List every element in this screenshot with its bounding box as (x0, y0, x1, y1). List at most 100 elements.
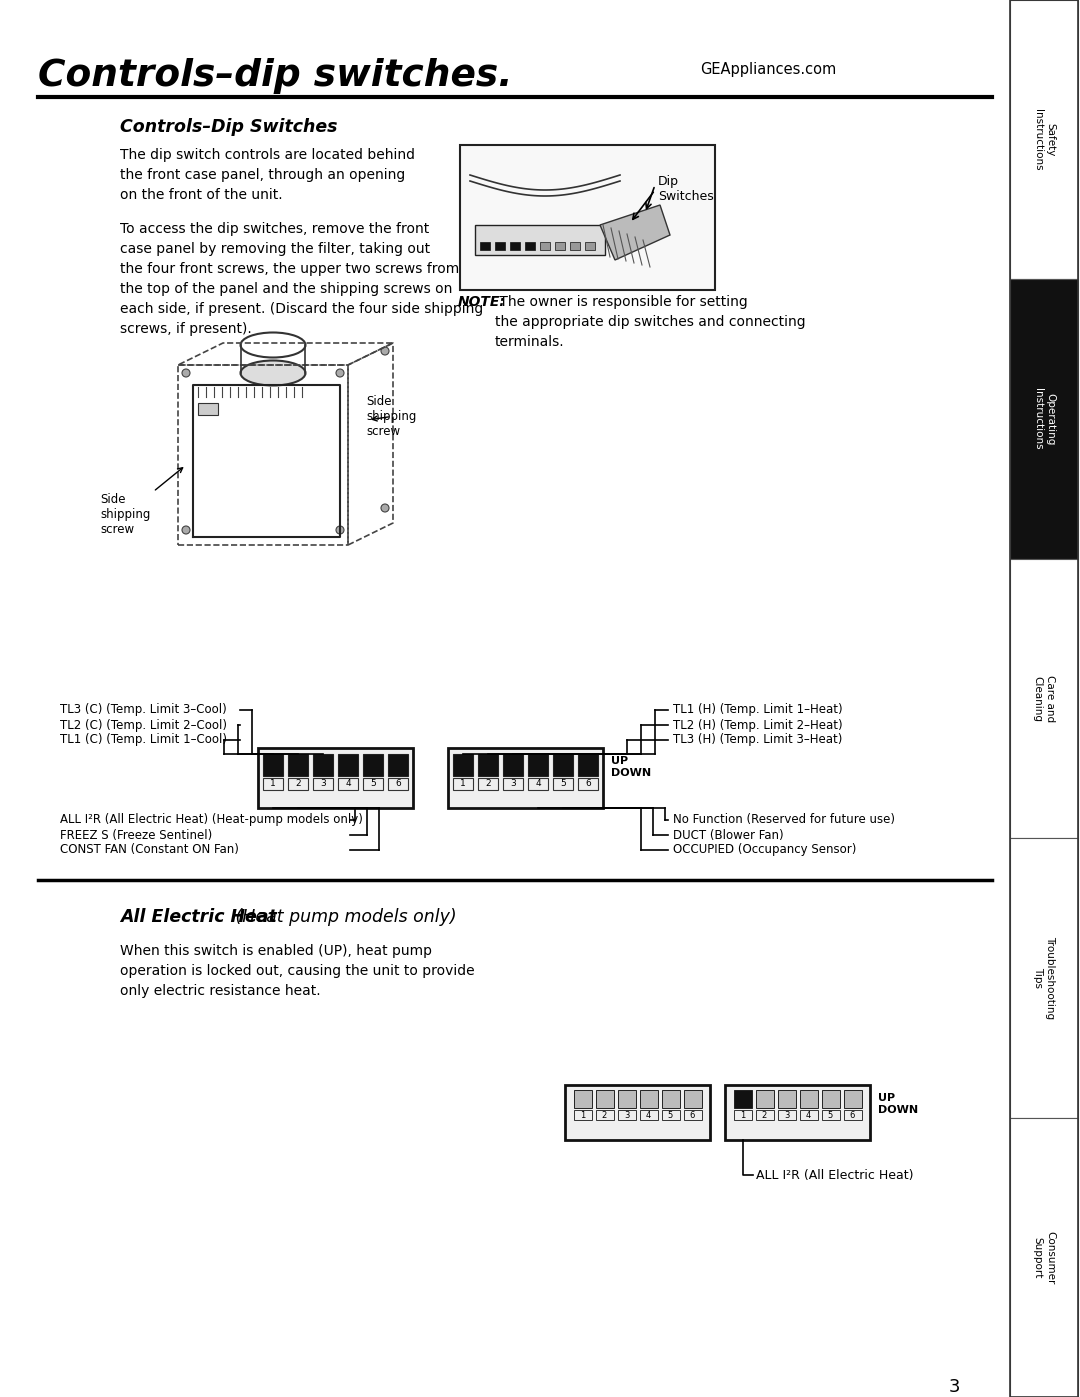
Text: TL2 (H) (Temp. Limit 2–Heat): TL2 (H) (Temp. Limit 2–Heat) (673, 718, 842, 732)
Text: 2: 2 (602, 1111, 607, 1119)
Bar (565, 1085, 710, 1140)
Bar (756, 1090, 773, 1108)
Bar (843, 1111, 862, 1120)
Text: CONST FAN (Constant ON Fan): CONST FAN (Constant ON Fan) (60, 844, 239, 856)
Bar (264, 754, 283, 775)
Text: To access the dip switches, remove the front
case panel by removing the filter, : To access the dip switches, remove the f… (120, 222, 483, 337)
Bar (661, 1111, 679, 1120)
Text: The owner is responsible for setting
the appropriate dip switches and connecting: The owner is responsible for setting the… (495, 295, 806, 349)
Text: 2: 2 (761, 1111, 767, 1119)
Text: DOWN: DOWN (611, 768, 651, 778)
Text: ALL I²R (All Electric Heat): ALL I²R (All Electric Heat) (756, 1168, 914, 1182)
Text: 3: 3 (624, 1111, 630, 1119)
Text: TL3 (C) (Temp. Limit 3–Cool): TL3 (C) (Temp. Limit 3–Cool) (60, 704, 227, 717)
Text: 3: 3 (320, 780, 326, 788)
Circle shape (381, 346, 389, 355)
Text: 4: 4 (536, 780, 541, 788)
Text: 1: 1 (270, 780, 275, 788)
Bar (733, 1111, 752, 1120)
Bar (799, 1090, 818, 1108)
Circle shape (381, 504, 389, 511)
Bar (525, 242, 535, 250)
Text: Side
shipping
screw: Side shipping screw (100, 468, 183, 536)
Text: Consumer
Support: Consumer Support (1032, 1231, 1055, 1284)
Text: No Function (Reserved for future use): No Function (Reserved for future use) (673, 813, 895, 827)
Text: ALL I²R (All Electric Heat) (Heat-pump models only): ALL I²R (All Electric Heat) (Heat-pump m… (60, 813, 363, 827)
Bar (595, 1090, 613, 1108)
Text: NOTE:: NOTE: (458, 295, 505, 309)
Text: Controls–Dip Switches: Controls–Dip Switches (120, 117, 337, 136)
Circle shape (336, 369, 345, 377)
Bar (639, 1111, 658, 1120)
Text: Troubleshooting
Tips: Troubleshooting Tips (1032, 936, 1055, 1020)
Bar (778, 1111, 796, 1120)
Bar (570, 242, 580, 250)
Text: 1: 1 (460, 780, 465, 788)
Bar (1010, 279, 1078, 559)
Bar (288, 754, 308, 775)
Polygon shape (600, 205, 670, 260)
Bar (388, 754, 408, 775)
Bar (453, 778, 473, 789)
Text: Side
shipping
screw: Side shipping screw (366, 395, 417, 439)
Bar (684, 1111, 702, 1120)
Bar (843, 1090, 862, 1108)
Bar (595, 1111, 613, 1120)
Bar (1010, 1118, 1078, 1397)
Circle shape (183, 369, 190, 377)
Text: 6: 6 (585, 780, 591, 788)
Bar (555, 242, 565, 250)
Text: 3: 3 (510, 780, 516, 788)
Text: 5: 5 (370, 780, 376, 788)
Text: DUCT (Blower Fan): DUCT (Blower Fan) (673, 828, 784, 841)
Bar (778, 1090, 796, 1108)
Text: 6: 6 (850, 1111, 855, 1119)
Bar (684, 1090, 702, 1108)
Text: FREEZ S (Freeze Sentinel): FREEZ S (Freeze Sentinel) (60, 828, 213, 841)
Bar (388, 778, 408, 789)
Text: 1: 1 (740, 1111, 745, 1119)
Bar (756, 1111, 773, 1120)
Bar (1010, 0, 1078, 279)
Bar (480, 242, 490, 250)
Bar (639, 1090, 658, 1108)
Text: 4: 4 (806, 1111, 811, 1119)
Text: 5: 5 (828, 1111, 833, 1119)
Text: Dip
Switches: Dip Switches (658, 175, 714, 203)
Bar (528, 778, 548, 789)
Bar (725, 1085, 870, 1140)
Bar (1010, 838, 1078, 1118)
Text: TL1 (H) (Temp. Limit 1–Heat): TL1 (H) (Temp. Limit 1–Heat) (673, 704, 842, 717)
Bar (822, 1090, 839, 1108)
Text: All Electric Heat: All Electric Heat (120, 908, 276, 926)
Text: OCCUPIED (Occupancy Sensor): OCCUPIED (Occupancy Sensor) (673, 844, 856, 856)
Text: UP: UP (878, 1092, 895, 1104)
Bar (822, 1111, 839, 1120)
Text: TL3 (H) (Temp. Limit 3–Heat): TL3 (H) (Temp. Limit 3–Heat) (673, 733, 842, 746)
Bar (313, 778, 333, 789)
Bar (528, 754, 548, 775)
Bar (503, 778, 523, 789)
Bar (313, 754, 333, 775)
Ellipse shape (241, 360, 306, 386)
Text: TL1 (C) (Temp. Limit 1–Cool): TL1 (C) (Temp. Limit 1–Cool) (60, 733, 227, 746)
Text: 2: 2 (295, 780, 301, 788)
Bar (618, 1111, 635, 1120)
Text: 3: 3 (784, 1111, 789, 1119)
Bar (460, 145, 715, 291)
Bar (1010, 559, 1078, 838)
Bar (733, 1090, 752, 1108)
Bar (618, 1090, 635, 1108)
Bar (799, 1111, 818, 1120)
Bar (264, 778, 283, 789)
Text: 5: 5 (561, 780, 566, 788)
Bar (661, 1090, 679, 1108)
Text: GEAppliances.com: GEAppliances.com (700, 61, 836, 77)
Text: 4: 4 (346, 780, 351, 788)
Bar (448, 747, 603, 807)
Bar (475, 225, 605, 256)
Text: Care and
Cleaning: Care and Cleaning (1032, 675, 1055, 722)
Text: TL2 (C) (Temp. Limit 2–Cool): TL2 (C) (Temp. Limit 2–Cool) (60, 718, 227, 732)
Bar (288, 778, 308, 789)
Bar (363, 778, 383, 789)
